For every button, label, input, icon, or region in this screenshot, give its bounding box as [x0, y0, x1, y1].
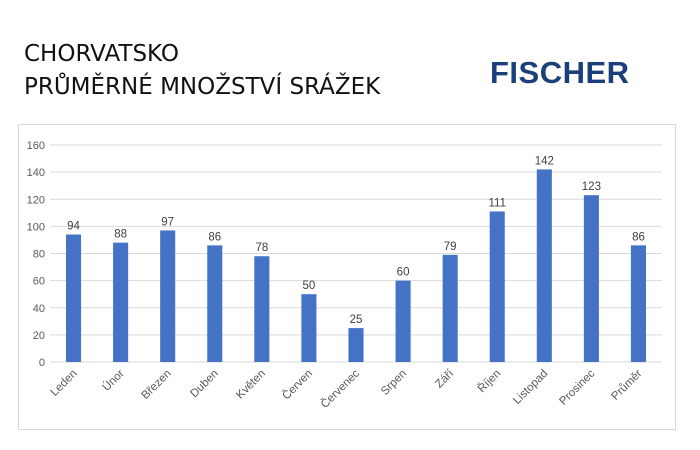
y-tick-label: 120: [27, 194, 45, 206]
y-tick-label: 140: [27, 167, 45, 179]
data-label: 50: [303, 280, 316, 292]
bar-únor: [113, 242, 129, 362]
y-tick-label: 60: [33, 276, 45, 288]
bar-červen: [301, 294, 317, 362]
x-tick-label: Červenec: [318, 367, 362, 411]
x-tick-label: Únor: [100, 367, 127, 394]
bar-září: [442, 254, 458, 362]
x-tick-label: Květen: [234, 368, 268, 402]
data-label: 25: [350, 314, 363, 326]
y-tick-label: 80: [33, 249, 45, 261]
x-tick-label: Listopad: [511, 368, 550, 407]
bar-leden: [66, 234, 82, 362]
chart-area: [18, 124, 676, 430]
data-label: 86: [632, 231, 645, 243]
x-tick-label: Průměr: [609, 368, 644, 403]
x-tick-label: Červen: [280, 367, 315, 402]
data-label: 111: [488, 197, 505, 209]
bar-duben: [207, 245, 223, 362]
data-label: 86: [208, 231, 221, 243]
fischer-logo: FISCHER: [490, 55, 630, 90]
data-label: 78: [255, 242, 268, 254]
x-tick-label: Prosinec: [557, 367, 597, 407]
data-label: 97: [161, 216, 174, 228]
bar-srpen: [395, 280, 411, 362]
bar-říjen: [489, 211, 505, 362]
data-label: 60: [397, 267, 410, 279]
x-tick-label: Září: [433, 367, 457, 391]
bar-prosinec: [583, 195, 599, 362]
x-tick-label: Leden: [49, 368, 80, 399]
y-tick-label: 100: [27, 221, 45, 233]
x-tick-label: Duben: [188, 368, 220, 400]
y-tick-label: 160: [27, 140, 45, 152]
data-label: 94: [67, 221, 80, 233]
bar-březen: [160, 230, 176, 362]
title-line-subject: PRŮMĚRNÉ MNOŽSTVÍ SRÁŽEK: [24, 74, 381, 100]
chart-title: CHORVATSKO PRŮMĚRNÉ MNOŽSTVÍ SRÁŽEK: [24, 38, 380, 104]
y-tick-label: 40: [33, 303, 45, 315]
x-tick-label: Říjen: [475, 367, 503, 395]
data-label: 88: [114, 229, 127, 241]
data-label: 123: [582, 181, 601, 193]
y-tick-label: 20: [33, 330, 45, 342]
bar-listopad: [536, 169, 552, 362]
data-label: 79: [444, 241, 457, 253]
bar-květen: [254, 256, 270, 362]
bar-červenec: [348, 328, 364, 362]
x-tick-label: Březen: [140, 368, 174, 402]
bar-průměr: [630, 245, 646, 362]
x-tick-label: Srpen: [379, 368, 409, 398]
data-label: 142: [535, 155, 554, 167]
title-line-country: CHORVATSKO: [24, 41, 179, 67]
y-tick-label: 0: [39, 357, 45, 369]
